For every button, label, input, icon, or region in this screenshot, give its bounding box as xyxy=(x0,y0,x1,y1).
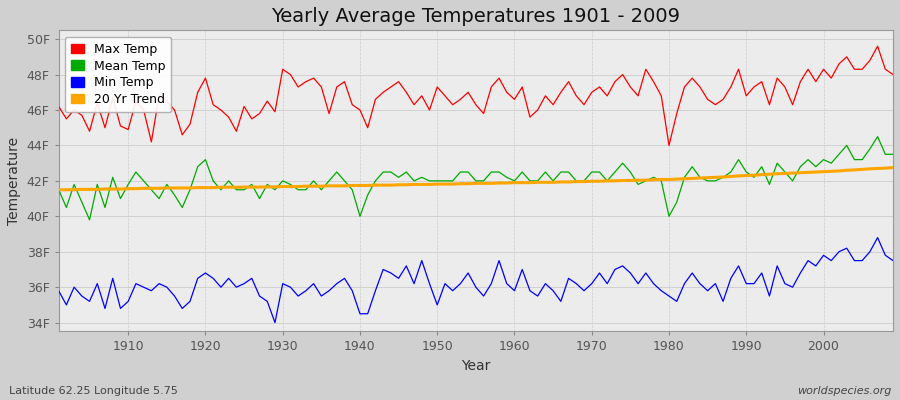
Text: worldspecies.org: worldspecies.org xyxy=(796,386,891,396)
Legend: Max Temp, Mean Temp, Min Temp, 20 Yr Trend: Max Temp, Mean Temp, Min Temp, 20 Yr Tre… xyxy=(65,36,171,112)
Y-axis label: Temperature: Temperature xyxy=(7,137,21,225)
Title: Yearly Average Temperatures 1901 - 2009: Yearly Average Temperatures 1901 - 2009 xyxy=(272,7,680,26)
X-axis label: Year: Year xyxy=(461,359,491,373)
Text: Latitude 62.25 Longitude 5.75: Latitude 62.25 Longitude 5.75 xyxy=(9,386,178,396)
